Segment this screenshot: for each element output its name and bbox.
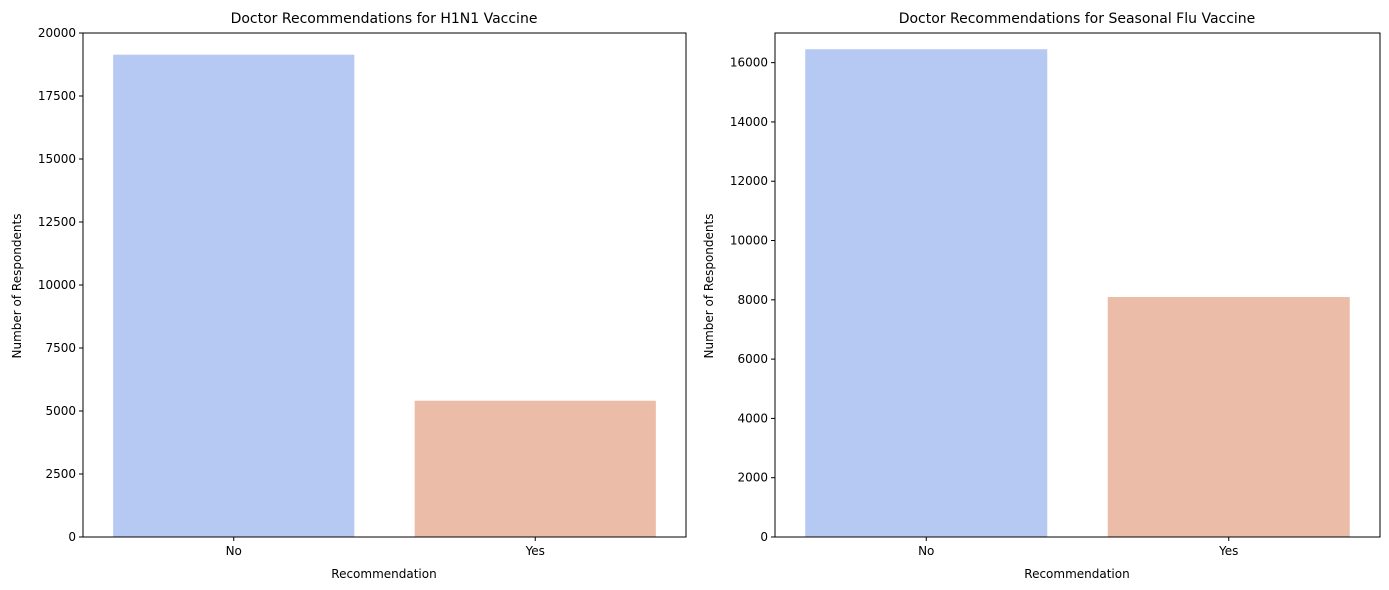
y-tick-label: 20000 [38,26,76,40]
y-tick-label: 6000 [737,352,768,366]
bar-no [113,54,355,537]
x-axis-label: Recommendation [331,567,436,581]
y-tick-label: 0 [68,530,76,544]
x-tick-label: Yes [525,544,545,558]
y-tick-label: 17500 [38,89,76,103]
bar-no [805,49,1048,537]
y-tick-label: 0 [760,530,768,544]
y-tick-label: 10000 [730,234,768,248]
chart-title: Doctor Recommendations for Seasonal Flu … [899,11,1256,27]
y-tick-label: 8000 [737,293,768,307]
axes-frame [774,32,1381,538]
x-tick-label: No [918,544,934,558]
plot-area: 0 2000 4000 6000 8000 10000 12000 14000 16000 No Y… [730,32,1381,558]
y-tick-label: 5000 [45,404,76,418]
y-tick-label: 10000 [38,278,76,292]
x-tick-label: Yes [1218,544,1238,558]
y-tick-label: 12000 [730,174,768,188]
y-tick-label: 7500 [45,341,76,355]
y-tick-label: 4000 [737,411,768,425]
chart-h1n1: Doctor Recommendations for H1N1 Vaccine … [10,11,687,581]
y-tick-label: 14000 [730,115,768,129]
y-tick-label: 15000 [38,152,76,166]
bar-yes [1107,297,1350,537]
y-axis-label: Number of Respondents [702,214,716,359]
x-axis-label: Recommendation [1024,567,1129,581]
x-tick-label: No [226,544,242,558]
plot-area: 0 2500 5000 7500 10000 12500 15000 17500 20000 No… [38,26,687,558]
chart-title: Doctor Recommendations for H1N1 Vaccine [231,11,538,27]
chart-seasonal: Doctor Recommendations for Seasonal Flu … [702,11,1381,581]
y-tick-label: 16000 [730,56,768,70]
bar-yes [414,400,656,537]
y-axis-label: Number of Respondents [10,214,24,359]
y-tick-label: 12500 [38,215,76,229]
y-tick-label: 2000 [737,471,768,485]
y-tick-label: 2500 [45,467,76,481]
